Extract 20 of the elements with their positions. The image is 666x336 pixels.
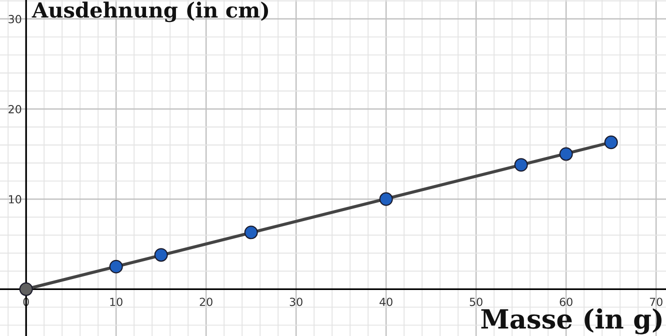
y-tick-label: 20: [8, 104, 22, 114]
point: [604, 136, 618, 150]
point: [379, 192, 393, 206]
x-tick-label: 70: [650, 298, 662, 306]
y-tick-label: 10: [9, 195, 22, 204]
point: [559, 147, 573, 161]
x-tick-label: 30: [290, 298, 302, 306]
y-tick-label: 30: [8, 14, 22, 24]
x-tick-label: 40: [380, 298, 392, 306]
point: [244, 226, 258, 240]
y-axis-title: Ausdehnung (in cm): [32, 2, 268, 22]
x-axis-title: Masse (in g): [481, 308, 662, 334]
x-tick-label: 60: [560, 298, 572, 306]
x-tick-label: 50: [470, 298, 482, 306]
point: [154, 248, 168, 262]
point: [19, 282, 33, 296]
x-tick-label: 10: [110, 298, 122, 306]
point: [109, 260, 123, 274]
x-tick-label: 20: [200, 298, 212, 306]
point: [514, 158, 528, 172]
